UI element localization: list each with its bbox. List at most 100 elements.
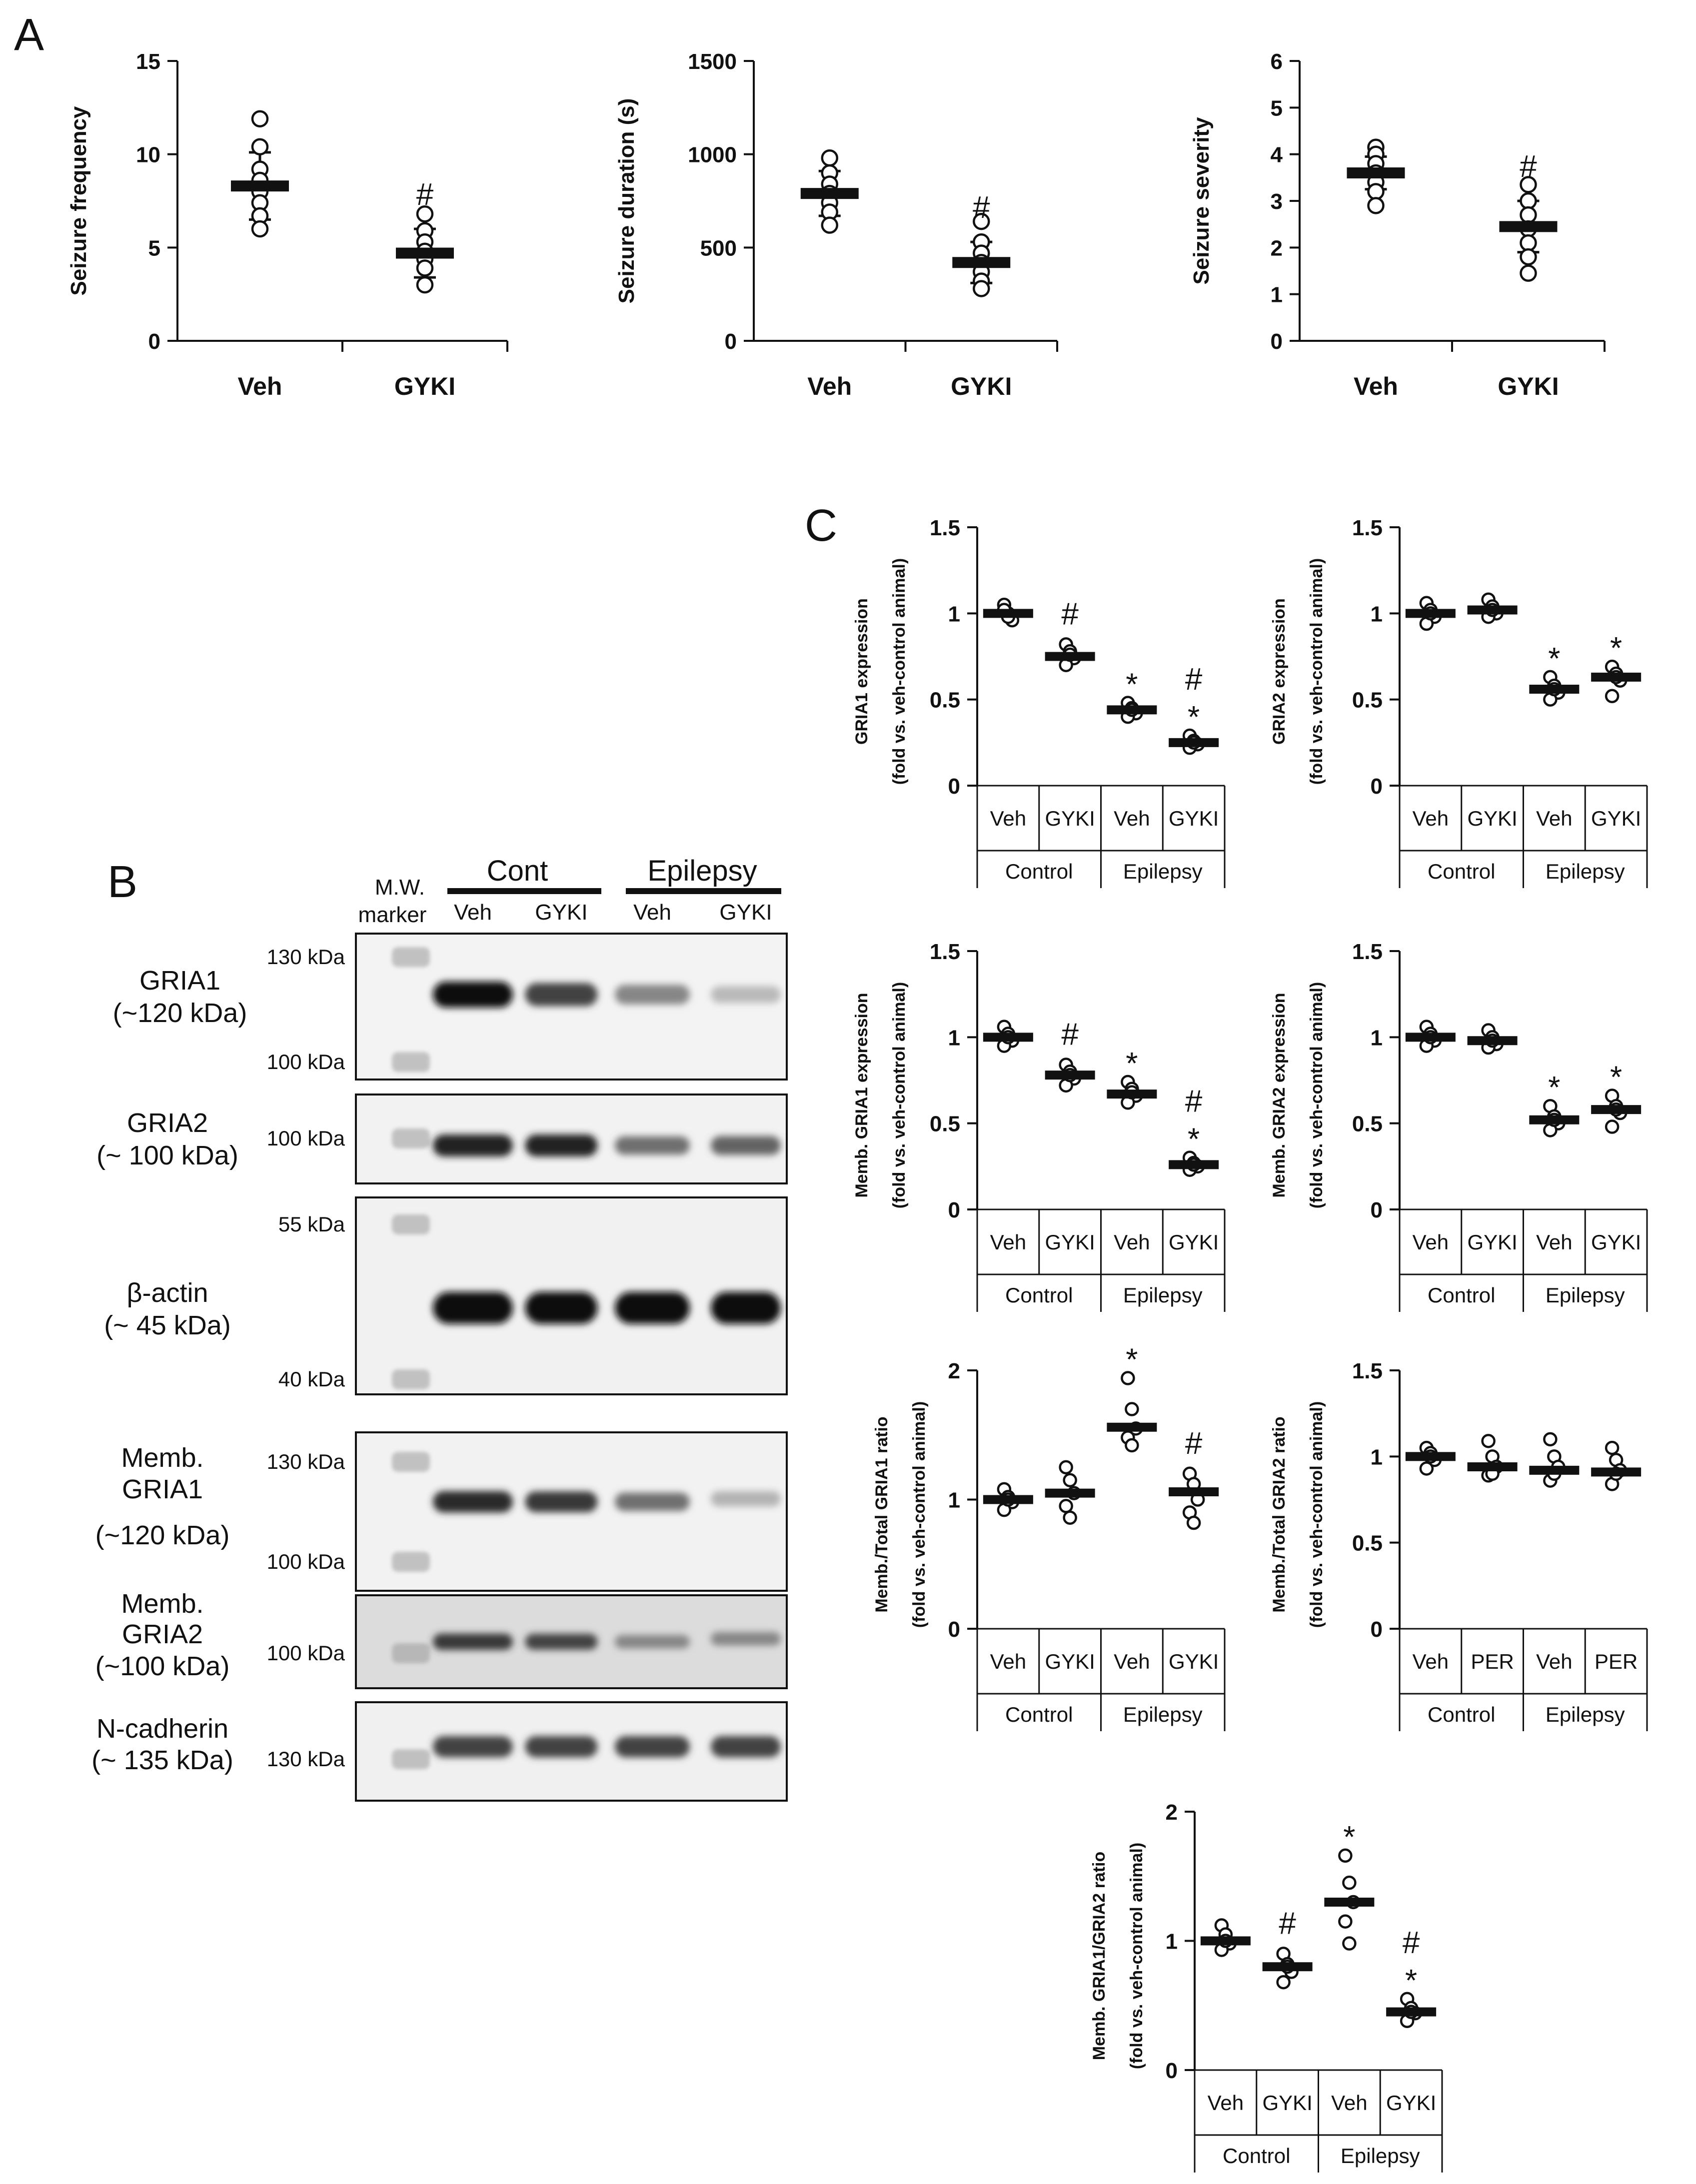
significance-star: * (1548, 1071, 1560, 1105)
lane-label: GYKI (719, 900, 772, 925)
y-tick-label: 0 (725, 329, 737, 354)
marker-ladder-band (392, 1452, 430, 1472)
data-point (1121, 1371, 1135, 1385)
lane-label: Veh (454, 900, 492, 925)
protein-band (615, 1635, 690, 1649)
group-label: Epilepsy (1341, 2144, 1420, 2168)
chart-a2: 0 500 1000 1500 Seizure duration (s) Veh GYKI # (614, 49, 1058, 400)
group-label: Epilepsy (1123, 1703, 1203, 1726)
significance-hash: # (1185, 1085, 1203, 1119)
group-label: Epilepsy (1546, 860, 1625, 883)
marker-kda-label: 130 kDa (267, 945, 345, 969)
protein-label: Memb. (121, 1443, 203, 1473)
category-label: Veh (1114, 1230, 1150, 1254)
group-label: Control (1428, 1283, 1495, 1307)
category-label: GYKI (1386, 2091, 1436, 2115)
data-point (1059, 1460, 1073, 1475)
protein-band (711, 1736, 781, 1758)
y-axis-label: Memb./Total GRIA2 ratio (1270, 1416, 1289, 1612)
y-tick-label: 1 (948, 1488, 960, 1513)
data-point (1125, 1402, 1139, 1416)
protein-band (711, 1632, 781, 1646)
data-point (1059, 1499, 1073, 1513)
significance-hash: # (973, 190, 990, 225)
y-tick-label: 1 (1271, 283, 1283, 307)
group-label: Control (1005, 1703, 1073, 1726)
protein-band (525, 1491, 598, 1512)
y-tick-label: 1.5 (930, 940, 960, 964)
data-point (1520, 176, 1537, 193)
y-tick-label: 0 (948, 1198, 960, 1222)
category-label: Veh (1413, 1230, 1449, 1254)
y-tick-label: 4 (1271, 143, 1283, 167)
chart-c5: 0 1 2 Memb./Total GRIA1 ratio (fold vs. veh-… (872, 1343, 1226, 1731)
marker-kda-label: 55 kDa (278, 1212, 345, 1236)
y-tick-label: 0 (948, 1617, 960, 1642)
data-point (1186, 1515, 1201, 1530)
significance-star: * (1548, 642, 1560, 676)
y-tick-label: 0.5 (1352, 1531, 1383, 1556)
blot-row-b5: 100 kDa Memb.GRIA2(~100 kDa) (95, 1589, 788, 1689)
category-label: GYKI (1591, 807, 1641, 830)
category-label: Veh (1114, 807, 1150, 830)
significance-star: * (1126, 1343, 1138, 1377)
data-point (416, 205, 434, 223)
protein-band (433, 1491, 513, 1513)
significance-star: * (1126, 668, 1138, 702)
category-label: Veh (1331, 2091, 1367, 2115)
protein-band (433, 1134, 513, 1156)
protein-band (433, 1633, 513, 1650)
marker-ladder-band (392, 1643, 430, 1663)
data-point (251, 110, 269, 127)
group-header-epilepsy: Epilepsy (647, 855, 757, 887)
protein-label: (~120 kDa) (95, 1520, 230, 1550)
y-tick-label: 0 (1371, 1617, 1383, 1642)
y-axis-label: Memb./Total GRIA1 ratio (872, 1416, 891, 1612)
chart-a1: 0 5 10 15 Seizure frequency Veh GYKI # (66, 49, 508, 400)
protein-band (525, 983, 598, 1007)
data-point (821, 149, 838, 167)
category-label: GYKI (1591, 1230, 1641, 1254)
category-label: Veh (1536, 1230, 1572, 1254)
group-label: Epilepsy (1546, 1703, 1625, 1726)
data-point (1367, 183, 1385, 200)
y-tick-label: 2 (948, 1359, 960, 1383)
significance-star: * (1405, 1964, 1417, 1998)
data-point (1063, 1473, 1077, 1487)
y-tick-label: 1 (1166, 1930, 1178, 1954)
protein-band (615, 985, 690, 1005)
group-header-cont: Cont (487, 855, 548, 887)
group-label: Control (1223, 2144, 1290, 2168)
protein-label: N-cadherin (96, 1714, 228, 1744)
category-label: PER (1471, 1650, 1514, 1673)
chart-c7: 0 1 2 Memb. GRIA1/GRIA2 ratio (fold vs. veh-… (1090, 1800, 1443, 2173)
significance-star: * (1126, 1047, 1138, 1081)
protein-label: GRIA2 (122, 1619, 203, 1649)
lane-label: Veh (633, 900, 671, 925)
panel-label-c: C (805, 501, 837, 551)
y-tick-label: 1.5 (930, 516, 960, 540)
protein-label: GRIA2 (127, 1108, 208, 1138)
data-point (973, 280, 990, 297)
data-point (1605, 1119, 1620, 1134)
group-label: Epilepsy (1123, 1283, 1203, 1307)
category-label: GYKI (394, 372, 455, 400)
data-point (251, 138, 269, 155)
chart-c2: 0 0.5 1 1.5 GRIA2 expression (fold vs. veh-co… (1270, 516, 1648, 888)
blot-row-b4: 130 kDa 100 kDa Memb.GRIA1 (~120 kDa) (95, 1431, 788, 1592)
y-axis-sublabel: (fold vs. veh-control animal) (890, 982, 909, 1208)
protein-band (525, 1634, 598, 1650)
category-label: Veh (990, 1230, 1026, 1254)
group-label: Control (1428, 860, 1495, 883)
y-tick-label: 15 (136, 49, 160, 74)
y-axis-label: GRIA1 expression (852, 598, 871, 745)
category-label: GYKI (1169, 1650, 1219, 1673)
marker-kda-label: 40 kDa (278, 1367, 345, 1391)
chart-c3: 0 0.5 1 1.5 Memb. GRIA1 expression (fold vs. … (852, 940, 1226, 1312)
y-tick-label: 0.5 (930, 688, 960, 713)
marker-ladder-band (392, 1052, 430, 1072)
marker-kda-label: 130 kDa (267, 1747, 345, 1771)
category-label: GYKI (1262, 2091, 1312, 2115)
category-label: GYKI (1045, 1230, 1095, 1254)
protein-band (615, 1292, 690, 1324)
